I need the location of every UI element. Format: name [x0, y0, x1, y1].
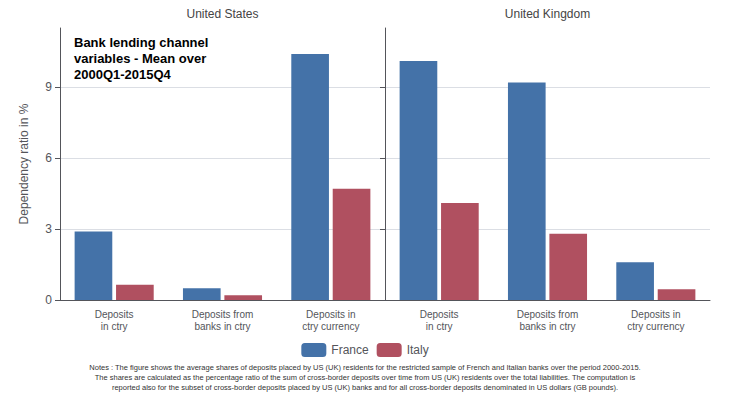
svg-text:Deposits: Deposits	[420, 309, 459, 320]
svg-text:France: France	[331, 343, 369, 357]
svg-text:in ctry: in ctry	[101, 321, 128, 332]
svg-text:Deposits in: Deposits in	[306, 309, 355, 320]
svg-text:variables - Mean over: variables - Mean over	[74, 51, 206, 66]
svg-text:3: 3	[45, 222, 52, 236]
svg-text:Dependency ratio in %: Dependency ratio in %	[17, 103, 31, 224]
svg-text:Deposits from: Deposits from	[517, 309, 579, 320]
svg-text:9: 9	[45, 80, 52, 94]
svg-text:Bank lending channel: Bank lending channel	[74, 35, 208, 50]
svg-text:0: 0	[45, 293, 52, 307]
svg-text:United Kingdom: United Kingdom	[505, 7, 590, 21]
svg-text:ctry currency: ctry currency	[302, 321, 359, 332]
svg-text:Deposits in: Deposits in	[631, 309, 680, 320]
svg-text:Deposits: Deposits	[95, 309, 134, 320]
svg-text:reported also for the subset o: reported also for the subset of cross-bo…	[112, 383, 618, 392]
svg-text:The shares are calculated as t: The shares are calculated as the percent…	[95, 373, 636, 382]
svg-text:in ctry: in ctry	[426, 321, 453, 332]
svg-text:2000Q1-2015Q4: 2000Q1-2015Q4	[74, 67, 172, 82]
svg-text:banks in ctry: banks in ctry	[519, 321, 575, 332]
svg-text:6: 6	[45, 151, 52, 165]
svg-text:ctry currency: ctry currency	[627, 321, 684, 332]
svg-text:United States: United States	[186, 7, 258, 21]
svg-text:Notes : The figure shows the a: Notes : The figure shows the average sha…	[89, 363, 640, 372]
svg-text:Italy: Italy	[407, 343, 429, 357]
svg-text:Deposits from: Deposits from	[192, 309, 254, 320]
svg-text:banks in ctry: banks in ctry	[194, 321, 250, 332]
